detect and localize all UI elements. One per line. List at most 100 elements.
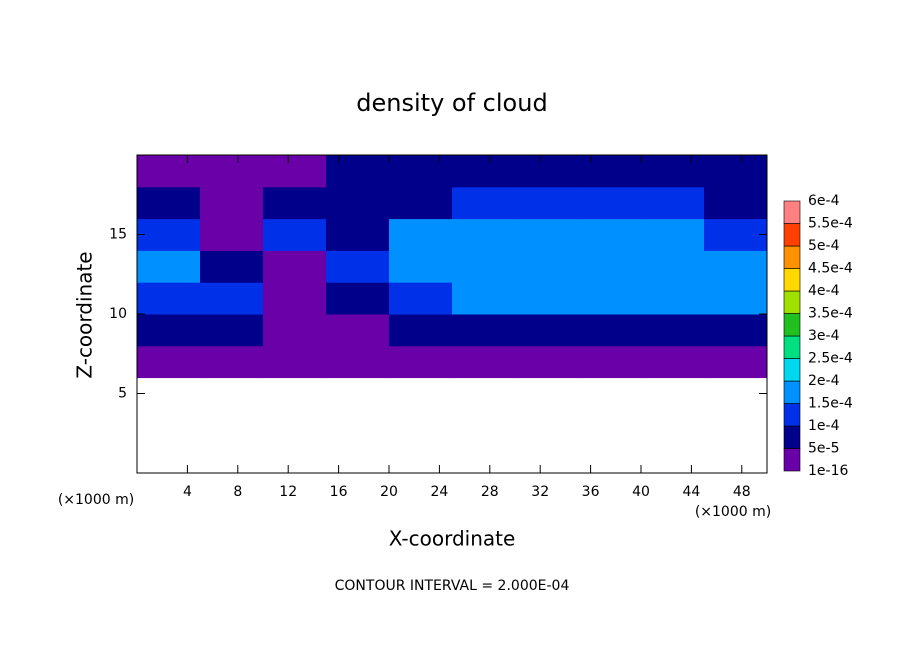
contour-cell [326, 155, 390, 188]
contour-cell [326, 282, 390, 315]
contour-cell [515, 186, 579, 220]
contour-cell [200, 186, 264, 220]
contour-cell [704, 250, 768, 283]
contour-cell [263, 250, 327, 283]
contour-cell [641, 314, 705, 347]
contour-cell [641, 218, 705, 251]
colorbar-label: 1e-4 [808, 418, 840, 434]
colorbar-label: 1e-16 [808, 463, 848, 479]
x-tick-label: 28 [481, 484, 499, 500]
contour-cell [704, 314, 768, 347]
x-tick-label: 16 [330, 484, 348, 500]
colorbar-box [783, 335, 801, 359]
x-tick-label: 40 [632, 484, 650, 500]
contour-cell [515, 250, 579, 283]
contour-cell [137, 314, 201, 347]
contour-cell [452, 345, 516, 379]
contour-cell [452, 155, 516, 188]
contour-cell [452, 186, 516, 220]
contour-cell [578, 282, 642, 315]
contour-cell [578, 155, 642, 188]
contour-cell [515, 155, 579, 188]
x-tick-label: 20 [380, 484, 398, 500]
contour-cell [326, 345, 390, 379]
contour-cell [200, 345, 264, 379]
colorbar-label: 3e-4 [808, 328, 840, 344]
contour-cell [578, 218, 642, 251]
contour-cell [137, 186, 201, 220]
contour-cell [200, 314, 264, 347]
contour-cell [326, 186, 390, 220]
colorbar-label: 4.5e-4 [808, 261, 853, 277]
contour-cell [263, 155, 327, 188]
contour-cell [704, 186, 768, 220]
contour-cell [641, 186, 705, 220]
contour-cell [389, 186, 453, 220]
contour-cell [641, 282, 705, 315]
contour-cell [389, 250, 453, 283]
colorbar-box [783, 358, 801, 382]
colorbar-box [783, 425, 801, 449]
footer: CONTOUR INTERVAL = 2.000E-04 [335, 578, 570, 594]
contour-cell [641, 155, 705, 188]
y-tick-label: 15 [109, 227, 127, 243]
contour-cell [515, 282, 579, 315]
contour-cell [389, 218, 453, 251]
chart-title: density of cloud [356, 89, 547, 117]
y-tick-label: 5 [118, 386, 127, 402]
contour-cell [452, 314, 516, 347]
colorbar-box [783, 403, 801, 427]
contour-cell [704, 218, 768, 251]
contour-cell [200, 155, 264, 188]
contour-cell [515, 314, 579, 347]
colorbar-box [783, 313, 801, 337]
contour-cell [137, 282, 201, 315]
contour-cell [137, 345, 201, 379]
contour-cell [704, 282, 768, 315]
contour-cell [263, 314, 327, 347]
colorbar-label: 5.5e-4 [808, 216, 853, 232]
colorbar-label: 5e-4 [808, 238, 840, 254]
x-tick-label: 32 [531, 484, 549, 500]
y-axis-label: Z-coordinate [73, 251, 97, 378]
x-axis-label: X-coordinate [389, 527, 516, 551]
contour-cell [326, 250, 390, 283]
contour-cell [200, 282, 264, 315]
x-tick-label: 4 [183, 484, 192, 500]
x-unit-label: (×1000 m) [695, 504, 771, 520]
y-unit-label: (×1000 m) [58, 492, 134, 508]
contour-cell [452, 218, 516, 251]
contour-cell [704, 155, 768, 188]
colorbar-label: 4e-4 [808, 283, 840, 299]
colorbar-box [783, 223, 801, 247]
contour-cell [389, 155, 453, 188]
colorbar-label: 2.5e-4 [808, 351, 853, 367]
colorbar-box [783, 200, 801, 224]
contour-cell [137, 218, 201, 251]
contour-cell [326, 314, 390, 347]
x-tick-label: 12 [279, 484, 297, 500]
contour-cell [578, 345, 642, 379]
colorbar-box [783, 245, 801, 269]
contour-cell [137, 155, 201, 188]
contour-cell [389, 282, 453, 315]
contour-cell [452, 282, 516, 315]
contour-cell [389, 345, 453, 379]
colorbar-box [783, 268, 801, 292]
contour-cell [452, 250, 516, 283]
contour-cell [200, 250, 264, 283]
colorbar-label: 5e-5 [808, 441, 839, 457]
contour-cell [515, 218, 579, 251]
contour-cell [137, 250, 201, 283]
x-tick-label: 8 [233, 484, 242, 500]
contour-cell [704, 345, 768, 379]
colorbar-label: 6e-4 [808, 193, 840, 209]
x-tick-label: 48 [733, 484, 751, 500]
x-tick-label: 44 [682, 484, 700, 500]
y-tick-label: 10 [109, 306, 127, 322]
contour-cell [389, 314, 453, 347]
contour-cell [578, 250, 642, 283]
contour-cell [263, 218, 327, 251]
contour-cell [200, 218, 264, 251]
colorbar-label: 3.5e-4 [808, 306, 853, 322]
